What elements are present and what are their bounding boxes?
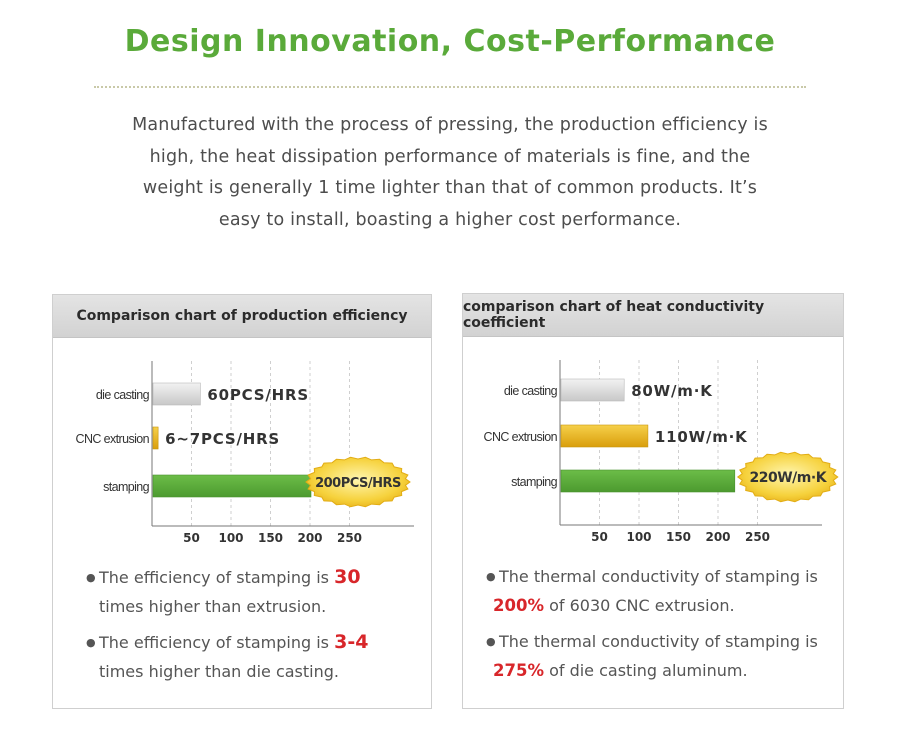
page-title: Design Innovation, Cost-Performance <box>124 24 776 59</box>
bullet-icon: ● <box>486 635 496 648</box>
heat-conductivity-panel: comparison chart of heat conductivity co… <box>462 293 844 709</box>
bar <box>152 474 312 498</box>
category-label: die casting <box>96 388 150 402</box>
x-tick-label: 150 <box>666 530 691 544</box>
data-label: 80W/m·K <box>631 382 713 400</box>
panel-title: Comparison chart of production efficienc… <box>53 295 431 338</box>
x-tick-label: 100 <box>626 530 651 544</box>
note-text: times higher than die casting. <box>99 662 339 681</box>
value-badge <box>736 451 839 503</box>
category-label: CNC extrusion <box>484 430 558 444</box>
production-efficiency-chart: 50 100 150 200 250 die casting 60PCS/HRS CNC ex… <box>76 361 414 545</box>
note-highlight: 275% <box>493 661 544 680</box>
note-text: The thermal conductivity of stamping is <box>499 632 818 651</box>
bullet-icon: ● <box>86 571 96 584</box>
category-label: stamping <box>511 475 558 489</box>
note-text: of die casting aluminum. <box>543 661 748 680</box>
production-efficiency-panel: Comparison chart of production efficienc… <box>52 294 432 709</box>
intro-line: Manufactured with the process of pressin… <box>132 115 768 135</box>
note-highlight: 3-4 <box>334 631 369 653</box>
x-tick-label: 50 <box>183 531 200 545</box>
note-item: ● The efficiency of stamping is 3-4 time… <box>86 628 369 686</box>
data-label: 220W/m·K <box>750 470 828 486</box>
note-text: The efficiency of stamping is <box>99 568 335 587</box>
x-tick-label: 250 <box>337 531 362 545</box>
x-tick-label: 200 <box>705 530 730 544</box>
note-text: The thermal conductivity of stamping is <box>499 567 818 586</box>
bar <box>152 426 159 450</box>
value-badge <box>305 456 411 508</box>
bullet-icon: ● <box>486 570 496 583</box>
bar <box>560 469 736 493</box>
title-divider <box>94 86 806 88</box>
note-text: of 6030 CNC extrusion. <box>543 596 735 615</box>
x-tick-label: 50 <box>591 530 608 544</box>
bar <box>560 424 649 448</box>
bar <box>560 378 625 402</box>
note-item: ● The thermal conductivity of stamping i… <box>486 627 818 685</box>
x-tick-label: 150 <box>258 531 283 545</box>
category-label: die casting <box>504 384 558 398</box>
intro-line: weight is generally 1 time lighter than … <box>142 178 758 198</box>
x-tick-label: 100 <box>218 531 243 545</box>
notes-list: ● The thermal conductivity of stamping i… <box>486 562 818 692</box>
data-label: 110W/m·K <box>655 428 748 446</box>
heat-conductivity-chart: 50 100 150 200 250 die casting 80W/m·K CNC extr… <box>484 360 839 544</box>
data-label: 200PCS/HRS <box>315 476 401 491</box>
x-tick-label: 200 <box>297 531 322 545</box>
data-label: 6~7PCS/HRS <box>165 430 280 448</box>
category-label: CNC extrusion <box>76 432 150 446</box>
bullet-icon: ● <box>86 636 96 649</box>
bar <box>152 382 201 406</box>
note-item: ● The thermal conductivity of stamping i… <box>486 562 818 620</box>
note-highlight: 200% <box>493 596 544 615</box>
category-label: stamping <box>103 480 150 494</box>
notes-list: ● The efficiency of stamping is 30 times… <box>86 563 369 693</box>
note-item: ● The efficiency of stamping is 30 times… <box>86 563 368 621</box>
x-tick-label: 250 <box>745 530 770 544</box>
note-highlight: 30 <box>334 566 361 588</box>
data-label: 60PCS/HRS <box>207 386 309 404</box>
panel-title: comparison chart of heat conductivity co… <box>463 294 843 337</box>
intro-paragraph: Manufactured with the process of pressin… <box>95 110 805 236</box>
intro-line: high, the heat dissipation performance o… <box>149 146 751 167</box>
note-text: The efficiency of stamping is <box>99 633 335 652</box>
intro-line: easy to install, boasting a higher cost … <box>218 209 682 230</box>
note-text: times higher than extrusion. <box>99 597 327 616</box>
